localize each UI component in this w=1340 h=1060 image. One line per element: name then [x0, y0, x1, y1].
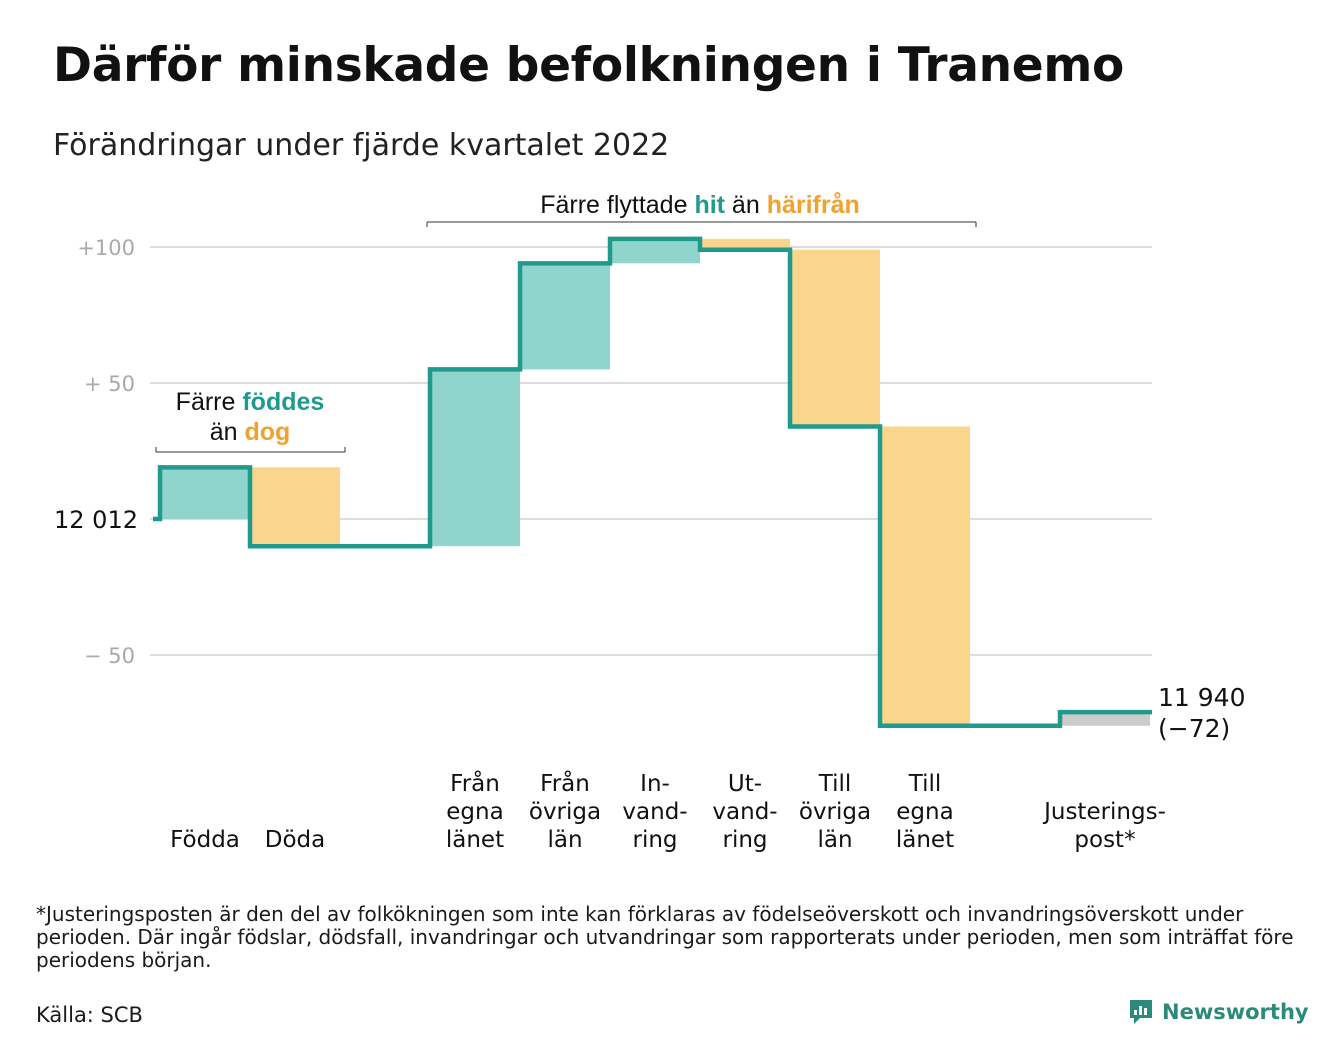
category-label: län — [817, 827, 852, 853]
category-label: övriga — [529, 799, 601, 825]
waterfall-chart: +100 + 50 − 50 12 012 11 940(−72) Födda Döda Fr… — [54, 191, 1245, 853]
category-label: vand- — [622, 799, 687, 825]
category-label: övriga — [799, 799, 871, 825]
category-label: egna — [446, 799, 503, 825]
category-label: vand- — [712, 799, 777, 825]
waterfall-bar — [250, 467, 340, 547]
start-value-label: 12 012 — [54, 506, 138, 534]
category-label: Döda — [265, 827, 325, 853]
waterfall-bar — [700, 238, 790, 250]
waterfall-bar — [160, 467, 250, 519]
waterfall-bar — [790, 249, 880, 427]
category-label: Till — [818, 771, 852, 797]
footnote: *Justeringsposten är den del av folkökni… — [36, 902, 1294, 972]
category-label: län — [547, 827, 582, 853]
category-label: ring — [722, 827, 767, 853]
waterfall-bar — [610, 238, 700, 264]
waterfall-bar — [430, 369, 520, 547]
bar-chart-speech-icon — [1130, 1000, 1152, 1024]
y-tick-label: +100 — [77, 236, 135, 260]
annotation-births-line1: Färre föddes — [176, 388, 325, 416]
y-tick-label: − 50 — [84, 644, 135, 668]
category-label: post* — [1074, 827, 1135, 853]
category-label: In- — [640, 771, 670, 797]
category-label: Justerings- — [1042, 799, 1166, 825]
logo-text: Newsworthy — [1162, 1000, 1309, 1024]
chart-title: Därför minskade befolkningen i Tranemo — [53, 38, 1125, 93]
category-label: Födda — [170, 827, 240, 853]
source-label: Källa: SCB — [36, 1003, 143, 1027]
category-label: Till — [908, 771, 942, 797]
category-label: länet — [446, 827, 504, 853]
waterfall-bar — [1060, 712, 1150, 726]
end-value-label: 11 940 — [1158, 683, 1245, 712]
waterfall-bar — [520, 263, 610, 370]
category-label: egna — [896, 799, 953, 825]
category-label: länet — [896, 827, 954, 853]
annotation-births-line2: än dog — [210, 418, 291, 446]
category-label: Ut- — [728, 771, 762, 797]
category-label: Från — [450, 769, 500, 797]
annotation-moves: Färre flyttade hit än härifrån — [540, 191, 860, 219]
y-tick-label: + 50 — [84, 372, 135, 396]
category-label: ring — [632, 827, 677, 853]
end-change-label: (−72) — [1158, 714, 1230, 743]
newsworthy-logo: Newsworthy — [1128, 998, 1309, 1026]
chart-subtitle: Förändringar under fjärde kvartalet 2022 — [53, 128, 670, 163]
category-label: Från — [540, 769, 590, 797]
waterfall-bar — [880, 426, 970, 726]
cumulative-step-line — [153, 236, 1152, 728]
